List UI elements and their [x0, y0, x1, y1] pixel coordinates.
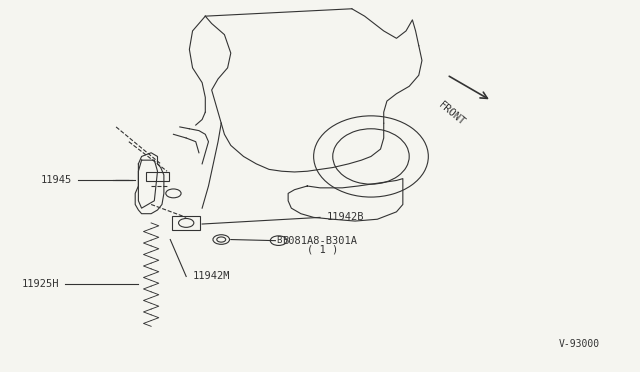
Text: ( 1 ): ( 1 ) [307, 244, 339, 254]
Text: V-93000: V-93000 [559, 339, 600, 349]
Text: B081A8-B301A: B081A8-B301A [282, 235, 356, 246]
Text: 11945: 11945 [40, 176, 72, 186]
Text: 11942B: 11942B [326, 212, 364, 222]
Text: 11942M: 11942M [193, 272, 230, 282]
Text: B: B [276, 236, 281, 245]
Text: 11925H: 11925H [21, 279, 59, 289]
Text: FRONT: FRONT [436, 100, 467, 128]
